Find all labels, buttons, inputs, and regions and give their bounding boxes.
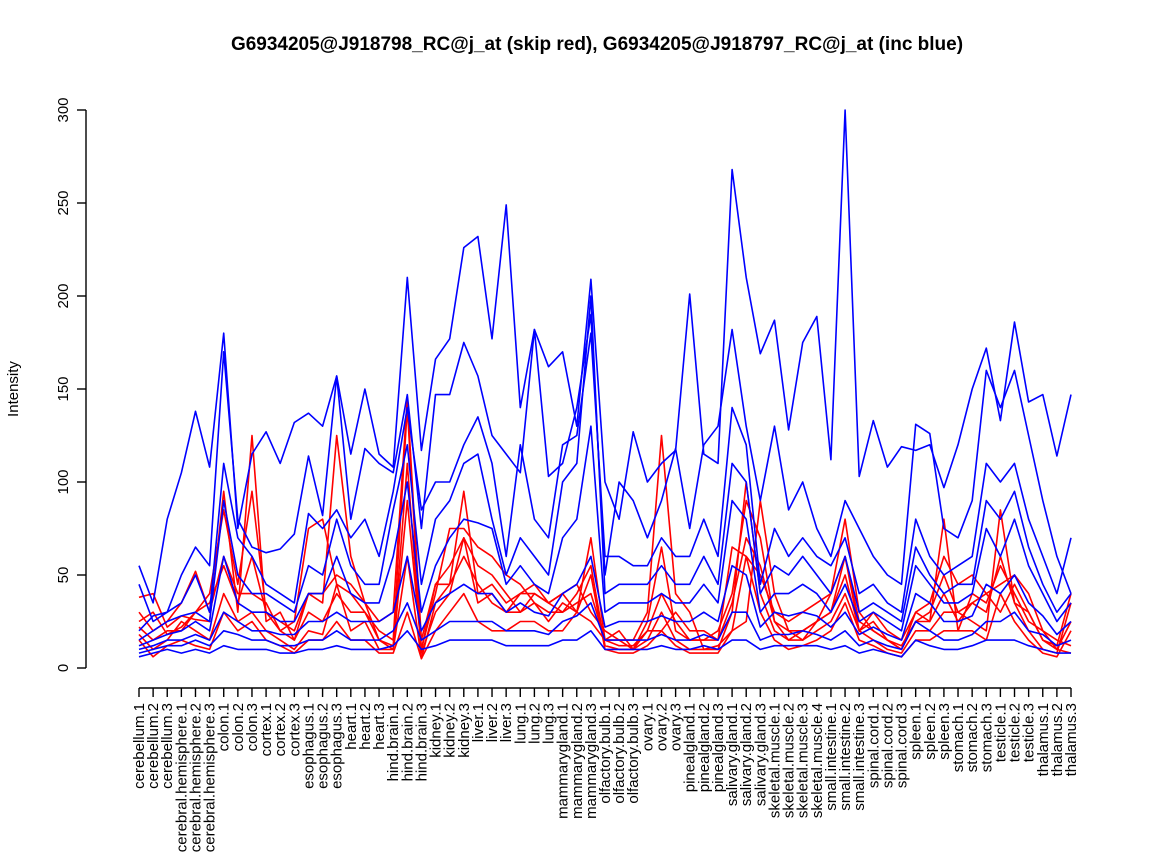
x-tick-label: skeletal.muscle.2 (781, 703, 798, 818)
x-tick-label: colon.1 (216, 703, 233, 751)
x-tick-label: testicle.2 (1007, 703, 1024, 762)
x-tick-label: cerebral.hemisphere.3 (202, 703, 219, 852)
x-tick-label: ovary.1 (639, 703, 656, 751)
x-tick-label: pinealgland.2 (696, 703, 713, 792)
x-tick-label: spinal.cord.1 (865, 703, 882, 788)
x-tick-label: salivary.gland.3 (752, 703, 769, 806)
x-tick-label: spinal.cord.3 (894, 703, 911, 788)
y-axis: 0 50 100 150 200 250 300 (55, 97, 87, 672)
y-tick-label: 100 (55, 469, 72, 494)
y-tick-label: 150 (55, 376, 72, 401)
x-tick-label: cerebellum.1 (131, 703, 148, 789)
x-tick-label: cortex.3 (286, 703, 303, 756)
x-tick-label: stomach.3 (978, 703, 995, 772)
x-tick-label: hind.brain.1 (385, 703, 402, 781)
x-tick-label: cerebellum.2 (145, 703, 162, 789)
inc-blue-series-line (138, 295, 1072, 641)
chart-title: G6934205@J918798_RC@j_at (skip red), G69… (231, 34, 963, 55)
x-tick-label: spleen.1 (908, 703, 925, 760)
x-tick-label: pinealgland.1 (682, 703, 699, 792)
x-tick-label: stomach.2 (964, 703, 981, 772)
y-tick-label: 200 (55, 283, 72, 308)
x-tick-label: stomach.1 (950, 703, 967, 772)
x-tick-label: small.intestine.2 (837, 703, 854, 811)
x-tick-label: cerebellum.3 (159, 703, 176, 789)
x-tick-label: hind.brain.2 (399, 703, 416, 781)
x-tick-label: thalamus.3 (1063, 703, 1080, 776)
x-tick-label: heart.3 (371, 703, 388, 750)
x-tick-label: skeletal.muscle.1 (766, 703, 783, 818)
inc-blue-series-line (138, 629, 1071, 658)
x-tick-label: mammarygland.1 (555, 703, 572, 819)
inc-blue-series-line (138, 555, 1072, 651)
x-tick-label: mammarygland.3 (583, 703, 600, 819)
x-tick-label: kidney.3 (456, 703, 473, 758)
x-tick-label: lung.1 (512, 703, 529, 744)
x-tick-label: ovary.2 (653, 703, 670, 751)
x-tick-label: testicle.1 (992, 703, 1009, 762)
x-tick-label: salivary.gland.1 (724, 703, 741, 806)
x-tick-label: testicle.3 (1021, 703, 1038, 762)
x-tick-label: thalamus.1 (1035, 703, 1052, 776)
x-tick-label: spleen.2 (922, 703, 939, 760)
x-tick-label: liver.2 (484, 703, 501, 742)
x-tick-label: pinealgland.3 (710, 703, 727, 792)
x-tick-label: skeletal.muscle.4 (809, 703, 826, 818)
x-tick-label: cortex.2 (272, 703, 289, 756)
x-tick-label: olfactory.bulb.3 (625, 703, 642, 804)
y-tick-label: 0 (55, 664, 72, 672)
y-tick-label: 300 (55, 97, 72, 122)
x-tick-label: cerebral.hemisphere.1 (173, 703, 190, 852)
y-tick-label: 50 (55, 567, 72, 584)
x-tick-label: lung.2 (526, 703, 543, 744)
skip-red-series-line (138, 397, 1072, 654)
x-tick-label: esophagus.2 (315, 703, 332, 789)
x-tick-label: olfactory.bulb.1 (597, 703, 614, 804)
x-tick-label: skeletal.muscle.3 (795, 703, 812, 818)
x-tick-label: small.intestine.1 (823, 703, 840, 811)
x-tick-label: salivary.gland.2 (738, 703, 755, 806)
x-tick-label: spinal.cord.2 (879, 703, 896, 788)
x-axis: cerebellum.1cerebellum.2cerebellum.3cere… (131, 687, 1080, 852)
x-tick-label: thalamus.2 (1049, 703, 1066, 776)
inc-blue-series-line (138, 332, 1072, 632)
y-tick-label: 250 (55, 190, 72, 215)
x-tick-label: cortex.1 (258, 703, 275, 756)
y-axis-label: Intensity (5, 361, 22, 417)
x-tick-label: colon.2 (230, 703, 247, 751)
inc-blue-series-line (138, 602, 1072, 654)
x-tick-label: liver.3 (498, 703, 515, 742)
inc-blue-series-line (138, 109, 1072, 604)
x-tick-label: liver.1 (470, 703, 487, 742)
x-tick-label: kidney.2 (442, 703, 459, 758)
inc-blue-series-line (138, 425, 1072, 647)
x-tick-label: olfactory.bulb.2 (611, 703, 628, 804)
x-tick-label: kidney.1 (428, 703, 445, 758)
x-tick-label: esophagus.3 (329, 703, 346, 789)
x-tick-label: esophagus.1 (300, 703, 317, 789)
inc-blue-series-line (138, 313, 1072, 623)
x-tick-label: heart.2 (357, 703, 374, 750)
x-tick-label: mammarygland.2 (569, 703, 586, 819)
x-tick-label: lung.3 (541, 703, 558, 744)
x-tick-label: small.intestine.3 (851, 703, 868, 811)
x-tick-label: heart.1 (343, 703, 360, 750)
x-tick-label: cerebral.hemisphere.2 (187, 703, 204, 852)
x-tick-label: colon.3 (244, 703, 261, 751)
x-tick-label: hind.brain.3 (413, 703, 430, 781)
x-tick-label: spleen.3 (936, 703, 953, 760)
x-tick-label: ovary.3 (668, 703, 685, 751)
plot-area (138, 109, 1072, 660)
